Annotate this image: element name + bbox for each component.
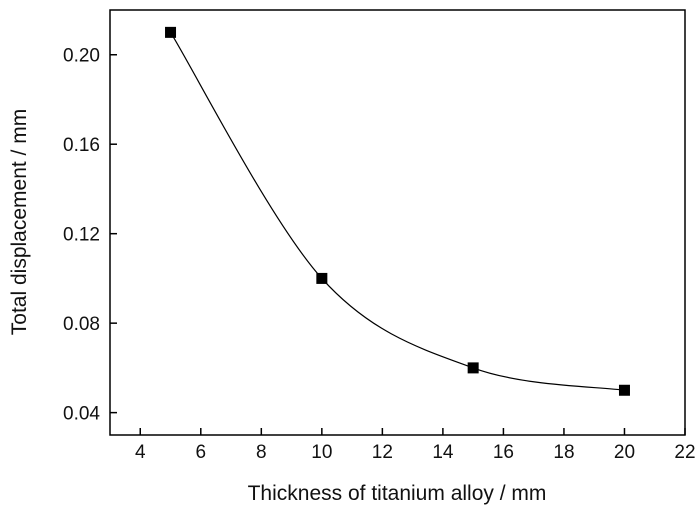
y-axis-ticks: 0.04 0.08 0.12 0.16 0.20	[63, 46, 117, 425]
y-tick-label: 0.04	[63, 404, 100, 425]
x-tick-label: 14	[432, 442, 454, 463]
x-tick-label: 18	[553, 442, 574, 463]
y-axis-label: Total displacement / mm	[8, 109, 31, 335]
x-tick-label: 4	[135, 442, 146, 463]
x-tick-label: 10	[311, 442, 332, 463]
y-tick-label: 0.16	[63, 135, 100, 156]
x-tick-label: 6	[196, 442, 207, 463]
plot-frame	[109, 9, 686, 436]
x-axis-ticks: 4 6 8 10 12 14 16 18 20 22	[135, 428, 696, 463]
x-tick-label: 8	[256, 442, 267, 463]
x-tick-label: 16	[493, 442, 514, 463]
x-tick-label: 22	[674, 442, 695, 463]
fit-curve-layer	[170, 32, 625, 391]
x-tick-label: 20	[614, 442, 635, 463]
x-tick-label: 12	[372, 442, 393, 463]
x-axis-label: Thickness of titanium alloy / mm	[248, 482, 547, 505]
data-point-marker	[316, 272, 328, 284]
data-point-marker	[618, 384, 630, 396]
y-tick-label: 0.12	[63, 225, 100, 246]
data-point-marker	[165, 26, 177, 38]
y-tick-label: 0.08	[63, 314, 100, 335]
y-tick-label: 0.20	[63, 46, 100, 67]
data-point-marker	[467, 362, 479, 374]
fit-curve	[170, 32, 625, 391]
data-points-layer	[165, 26, 630, 396]
